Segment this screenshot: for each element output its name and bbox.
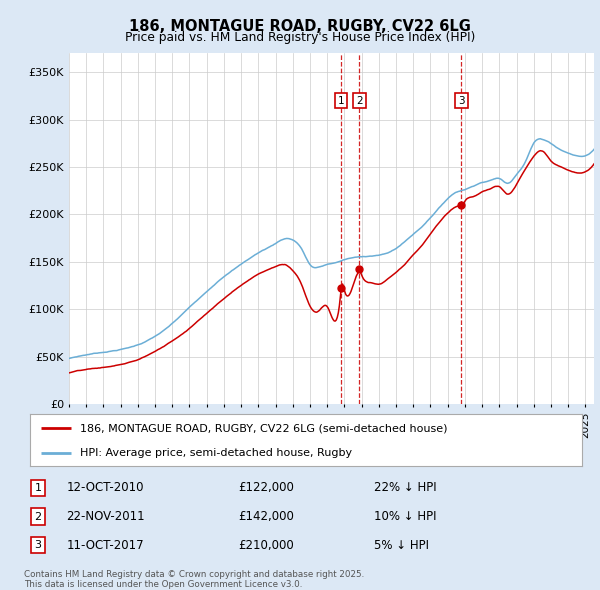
Text: £210,000: £210,000 [238, 539, 294, 552]
Text: 186, MONTAGUE ROAD, RUGBY, CV22 6LG: 186, MONTAGUE ROAD, RUGBY, CV22 6LG [129, 19, 471, 34]
Text: Contains HM Land Registry data © Crown copyright and database right 2025.
This d: Contains HM Land Registry data © Crown c… [24, 570, 364, 589]
Text: 2: 2 [356, 96, 363, 106]
Text: 22-NOV-2011: 22-NOV-2011 [66, 510, 145, 523]
Text: 10% ↓ HPI: 10% ↓ HPI [374, 510, 436, 523]
Text: Price paid vs. HM Land Registry's House Price Index (HPI): Price paid vs. HM Land Registry's House … [125, 31, 475, 44]
Text: 11-OCT-2017: 11-OCT-2017 [66, 539, 144, 552]
Text: HPI: Average price, semi-detached house, Rugby: HPI: Average price, semi-detached house,… [80, 448, 352, 458]
Text: 3: 3 [35, 540, 41, 550]
Text: 186, MONTAGUE ROAD, RUGBY, CV22 6LG (semi-detached house): 186, MONTAGUE ROAD, RUGBY, CV22 6LG (sem… [80, 423, 447, 433]
Text: 12-OCT-2010: 12-OCT-2010 [66, 481, 144, 494]
Text: £122,000: £122,000 [238, 481, 294, 494]
Text: 5% ↓ HPI: 5% ↓ HPI [374, 539, 428, 552]
Text: 2: 2 [35, 512, 41, 522]
Text: 3: 3 [458, 96, 464, 106]
Text: 22% ↓ HPI: 22% ↓ HPI [374, 481, 436, 494]
Text: 1: 1 [338, 96, 344, 106]
Text: 1: 1 [35, 483, 41, 493]
Text: £142,000: £142,000 [238, 510, 294, 523]
